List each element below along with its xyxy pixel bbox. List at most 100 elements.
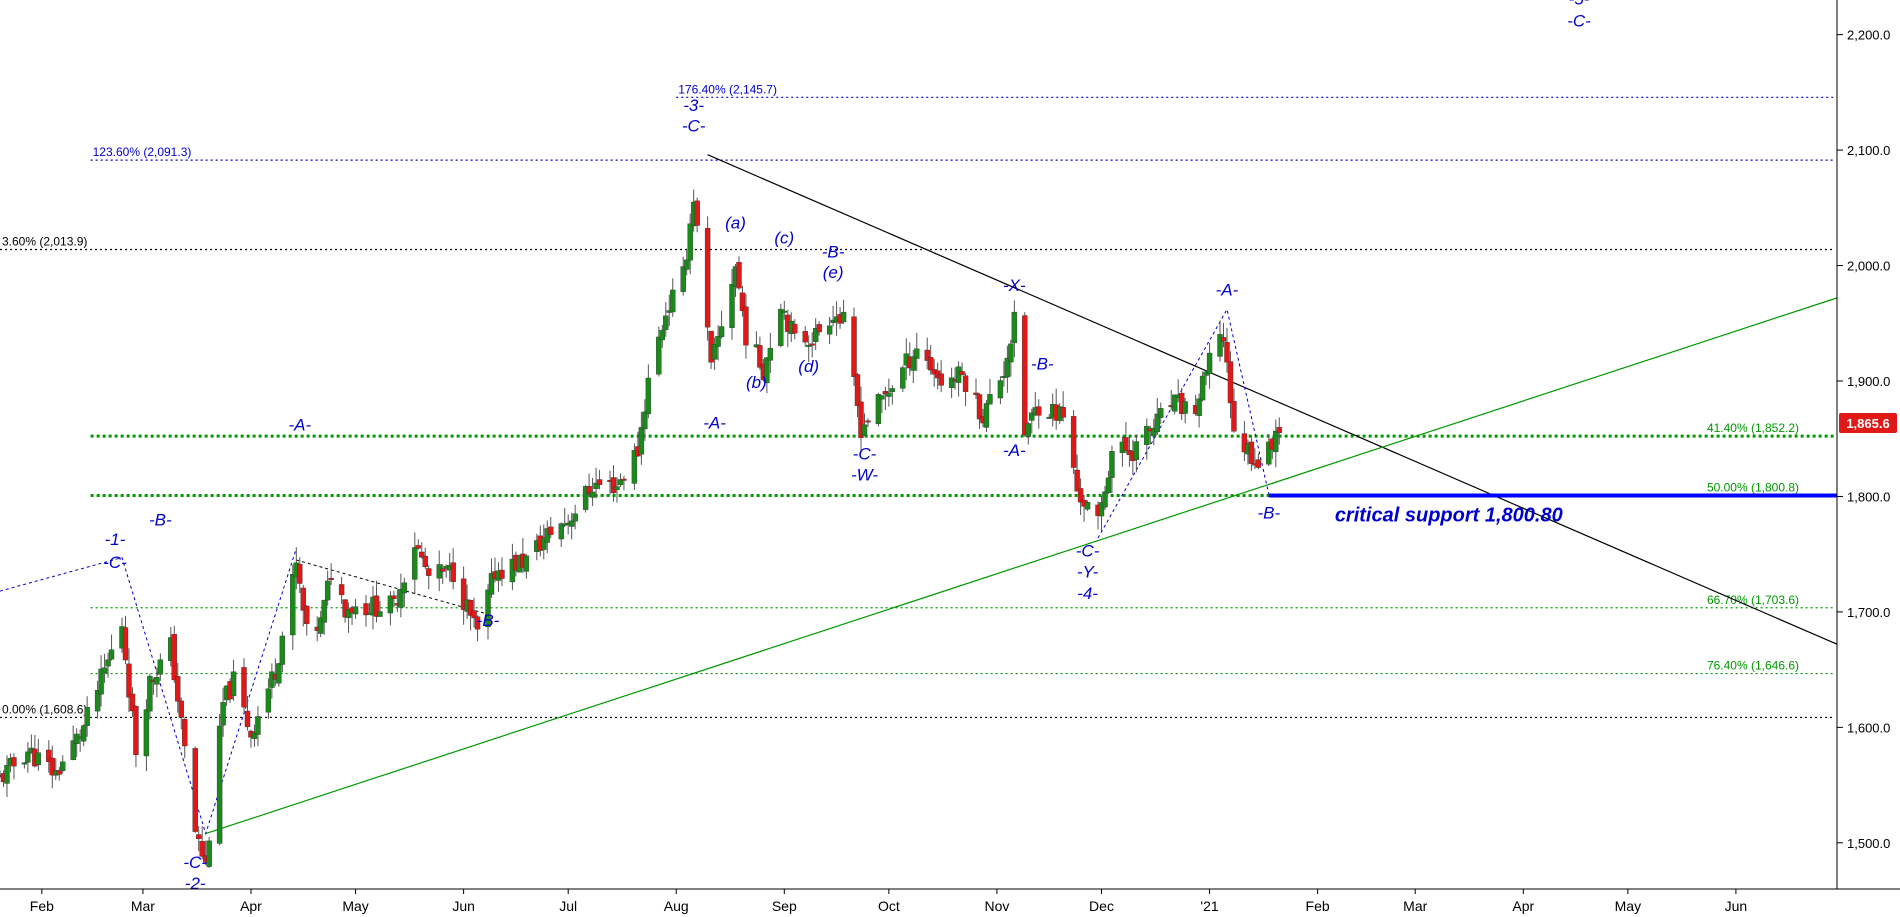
candle-body <box>614 486 620 490</box>
candle-body <box>143 709 150 757</box>
wave-label: -A- <box>288 416 311 435</box>
candle-body <box>1172 394 1178 412</box>
candle-body <box>523 555 530 572</box>
candle-body <box>541 537 547 550</box>
candle-body <box>129 693 136 712</box>
candle-body <box>415 545 421 549</box>
candle-body <box>663 315 669 330</box>
candle-body <box>46 749 52 762</box>
candle-body <box>192 748 198 832</box>
candle-body <box>352 606 359 615</box>
candle-body <box>175 676 181 702</box>
candle-body <box>439 568 446 572</box>
candle-body <box>743 306 749 346</box>
candle-body <box>764 357 770 384</box>
wave-label: -B- <box>1031 354 1054 373</box>
x-tick-label: Oct <box>878 898 900 914</box>
candle-body <box>1029 412 1035 421</box>
candle-body <box>1217 334 1223 357</box>
candle-body <box>1036 406 1042 416</box>
x-tick-label: May <box>342 898 368 914</box>
candle-body <box>56 770 62 775</box>
elliott-wave-labels: -1- -C- -B- -C- -2- -A- -B- -3- -C- (a) (c) -B- (e) (… <box>103 0 1591 893</box>
candle-body <box>812 327 819 342</box>
wave-label: -2- <box>185 874 206 893</box>
x-tick-label: Jun <box>1725 898 1748 914</box>
critical-support-label: critical support 1,800.80 <box>1335 505 1563 527</box>
candle-body <box>300 587 306 611</box>
wave-label: -B- <box>1257 503 1280 522</box>
candle-body <box>617 479 624 486</box>
candle-body <box>670 289 676 313</box>
candle-body <box>1248 441 1255 464</box>
y-tick-label: 1,600.0 <box>1847 720 1890 735</box>
candle-body <box>858 401 864 438</box>
candle-body <box>321 599 327 623</box>
candle-body <box>147 675 153 712</box>
candle-body <box>1011 311 1018 344</box>
candle-body <box>631 450 638 484</box>
candle-body <box>568 520 575 527</box>
candle-body <box>548 526 554 535</box>
candlesticks <box>0 189 1282 869</box>
fib-level-label: 3.60% (2,013.9) <box>2 234 87 248</box>
candle-body <box>687 223 693 261</box>
candle-body <box>471 610 477 619</box>
candle-body <box>345 609 352 618</box>
candle-body <box>976 394 983 420</box>
candle-body <box>1206 352 1213 374</box>
fib-level-label: 66.70% (1,703.6) <box>1707 593 1799 607</box>
candle-body <box>1224 342 1230 363</box>
candle-body <box>1102 491 1108 508</box>
wave-label: -C- <box>853 445 877 464</box>
x-tick-label: Mar <box>1403 898 1427 914</box>
candle-body <box>269 671 275 688</box>
candle-body <box>304 605 310 624</box>
y-tick-label: 2,200.0 <box>1847 28 1890 43</box>
x-tick-label: May <box>1615 898 1641 914</box>
candle-body <box>126 663 132 698</box>
candle-body <box>290 573 296 636</box>
wave-label: -C- <box>183 853 207 872</box>
wave-label: -A- <box>703 413 726 432</box>
candle-body <box>108 649 115 660</box>
wave-label: -3- <box>683 96 704 115</box>
wave-label: -B- <box>149 510 172 529</box>
candle-body <box>216 725 223 844</box>
y-tick-label: 1,700.0 <box>1847 605 1890 620</box>
candle-body <box>220 702 226 726</box>
candle-body <box>182 718 188 747</box>
candle-body <box>401 582 408 594</box>
candle-body <box>767 347 774 361</box>
candle-body <box>474 616 481 630</box>
candle-body <box>373 595 380 617</box>
candle-body <box>928 357 934 371</box>
candle-body <box>854 374 861 406</box>
candle-body <box>499 569 505 579</box>
candle-body <box>645 377 652 415</box>
y-tick-label: 1,800.0 <box>1847 489 1890 504</box>
trendline <box>707 154 1838 645</box>
x-tick-label: Apr <box>240 898 262 914</box>
candle-body <box>105 659 111 667</box>
candle-body <box>736 262 742 289</box>
candle-body <box>621 478 627 481</box>
candle-body <box>781 310 787 313</box>
x-axis-ticks: Feb Mar Apr May Jun Jul Aug Sep Oct Nov Dec '21 Feb M… <box>30 889 1747 914</box>
candle-body <box>1084 502 1091 510</box>
candle-body <box>426 568 432 576</box>
candle-body <box>251 732 258 739</box>
candle-body <box>865 420 871 423</box>
candle-body <box>757 345 763 368</box>
fib-level-label: 50.00% (1,800.8) <box>1707 481 1799 495</box>
candle-body <box>792 323 798 334</box>
candle-body <box>450 562 456 582</box>
candle-body <box>1060 406 1066 418</box>
wave-label: -C- <box>1567 12 1591 31</box>
y-tick-label: 2,000.0 <box>1847 259 1890 274</box>
x-tick-label: Jul <box>559 898 577 914</box>
candle-body <box>711 344 718 360</box>
candle-body <box>1070 416 1077 468</box>
candle-body <box>638 427 645 455</box>
